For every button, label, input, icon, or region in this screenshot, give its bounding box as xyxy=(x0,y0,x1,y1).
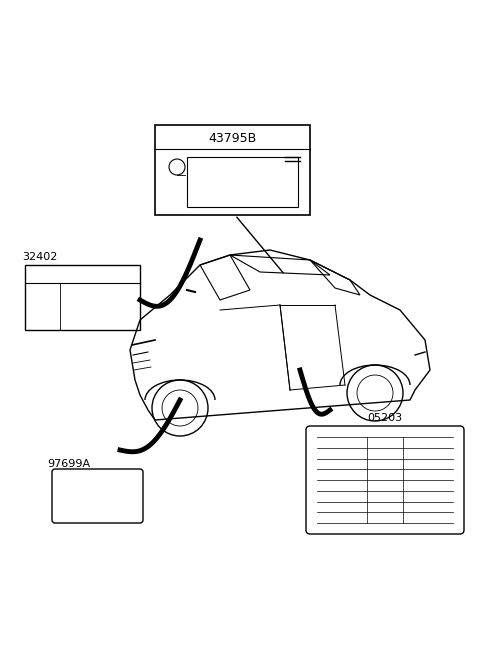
Bar xyxy=(25,265,140,330)
Text: 43795B: 43795B xyxy=(208,132,257,145)
Text: 97699A: 97699A xyxy=(47,459,90,469)
Text: 05203: 05203 xyxy=(367,413,403,423)
Bar xyxy=(187,157,298,207)
Text: 32402: 32402 xyxy=(22,252,58,262)
